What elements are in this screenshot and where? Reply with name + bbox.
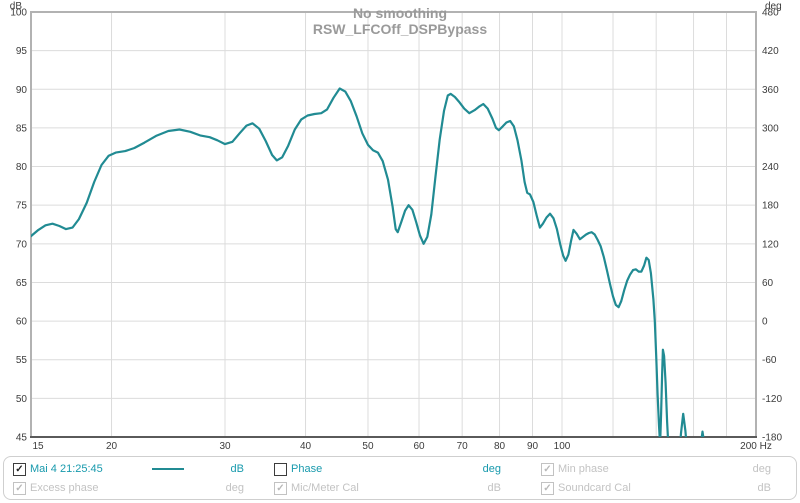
mic-meter-cal-checkbox[interactable]: ✓: [274, 482, 287, 495]
phase-unit-label: deg: [482, 463, 501, 475]
legend-row-1: ✓ Mai 4 21:25:45 dB Phase deg ✓ Min phas…: [4, 460, 796, 478]
mic-meter-cal-label: Mic/Meter Cal: [291, 482, 359, 494]
min-phase-label: Min phase: [558, 463, 609, 475]
soundcard-cal-checkbox[interactable]: ✓: [541, 482, 554, 495]
svg-text:80: 80: [16, 162, 28, 173]
legend-panel: ✓ Mai 4 21:25:45 dB Phase deg ✓ Min phas…: [3, 456, 797, 500]
excess-phase-unit-label: deg: [225, 482, 244, 494]
svg-text:480: 480: [762, 8, 779, 19]
svg-text:100: 100: [10, 8, 27, 19]
measurement-label[interactable]: Mai 4 21:25:45: [30, 463, 103, 475]
svg-text:50: 50: [16, 394, 28, 405]
excess-phase-checkbox[interactable]: ✓: [13, 482, 26, 495]
svg-text:200 Hz: 200 Hz: [740, 441, 772, 452]
frequency-response-chart: 1009590858075706560555045480420360300240…: [10, 1, 783, 452]
svg-text:80: 80: [494, 441, 506, 452]
min-phase-checkbox[interactable]: ✓: [541, 463, 554, 476]
min-phase-unit-label: deg: [752, 463, 771, 475]
excess-phase-label: Excess phase: [30, 482, 99, 494]
svg-text:180: 180: [762, 201, 779, 212]
svg-text:15: 15: [32, 441, 44, 452]
svg-text:90: 90: [16, 85, 28, 96]
svg-text:50: 50: [362, 441, 374, 452]
svg-text:60: 60: [413, 441, 425, 452]
measurement-checkbox[interactable]: ✓: [13, 463, 26, 476]
svg-text:70: 70: [16, 239, 28, 250]
svg-text:85: 85: [16, 123, 28, 134]
svg-text:60: 60: [762, 278, 774, 289]
svg-text:120: 120: [762, 239, 779, 250]
svg-text:0: 0: [762, 317, 768, 328]
svg-text:65: 65: [16, 278, 28, 289]
svg-text:dB: dB: [10, 1, 23, 12]
svg-text:100: 100: [554, 441, 571, 452]
svg-text:90: 90: [527, 441, 539, 452]
svg-text:40: 40: [300, 441, 312, 452]
svg-text:-60: -60: [762, 355, 777, 366]
legend-row-2: ✓ Excess phase deg ✓ Mic/Meter Cal dB ✓ …: [4, 479, 796, 497]
mic-meter-cal-unit-label: dB: [487, 482, 501, 494]
phase-checkbox[interactable]: [274, 463, 287, 476]
svg-text:75: 75: [16, 201, 28, 212]
svg-text:55: 55: [16, 355, 28, 366]
soundcard-cal-unit-label: dB: [757, 482, 771, 494]
svg-text:95: 95: [16, 46, 28, 57]
measurement-unit-label: dB: [230, 463, 244, 475]
svg-text:-180: -180: [762, 433, 782, 444]
svg-text:30: 30: [219, 441, 231, 452]
svg-text:360: 360: [762, 85, 779, 96]
svg-text:240: 240: [762, 162, 779, 173]
svg-text:-120: -120: [762, 394, 782, 405]
svg-text:deg: deg: [765, 1, 782, 12]
trace-color-swatch: [152, 468, 184, 470]
phase-label: Phase: [291, 463, 323, 475]
svg-text:70: 70: [457, 441, 469, 452]
svg-text:420: 420: [762, 46, 779, 57]
soundcard-cal-label: Soundcard Cal: [558, 482, 631, 494]
svg-text:60: 60: [16, 317, 28, 328]
svg-text:20: 20: [106, 441, 118, 452]
svg-text:45: 45: [16, 433, 28, 444]
svg-text:300: 300: [762, 123, 779, 134]
